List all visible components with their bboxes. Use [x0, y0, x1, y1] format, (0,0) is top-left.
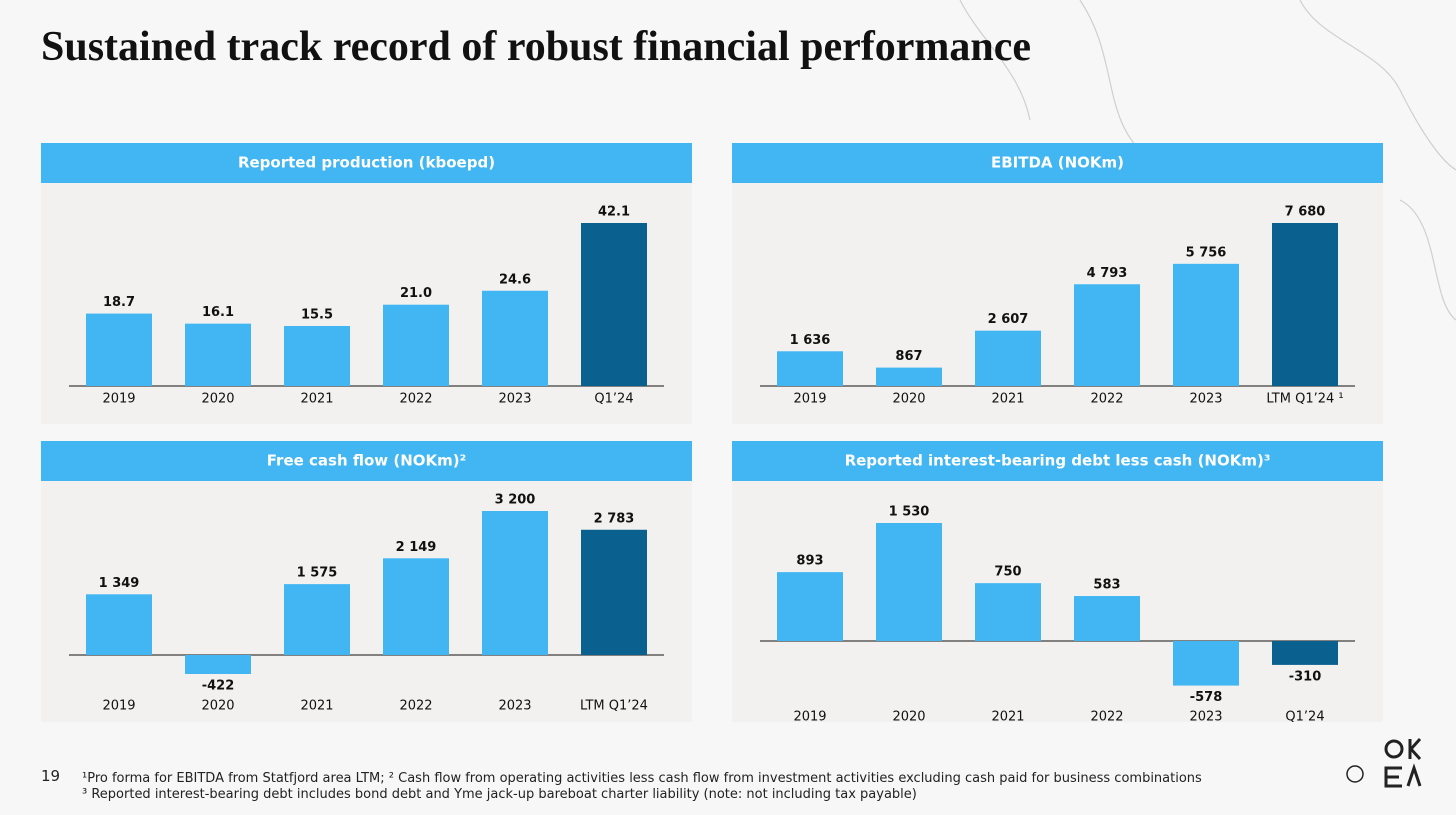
value-label: 867 [895, 349, 922, 364]
category-label: 2023 [498, 699, 531, 714]
panel-header [732, 441, 1383, 481]
value-label: 4 793 [1087, 266, 1128, 281]
footnote: ¹Pro forma for EBITDA from Statfjord are… [82, 771, 1202, 786]
page-number: 19 [41, 767, 60, 785]
bar [1173, 641, 1239, 686]
chart-title: Free cash flow (NOKm)² [267, 452, 466, 470]
category-label: 2023 [1189, 710, 1222, 725]
category-label: 2020 [892, 392, 925, 407]
bar [185, 655, 251, 674]
value-label: 1 530 [889, 505, 930, 520]
value-label: 15.5 [301, 307, 333, 322]
bar [482, 290, 548, 386]
bar [876, 367, 942, 386]
value-label: 1 575 [297, 566, 338, 581]
category-label: 2023 [1189, 392, 1222, 407]
value-label: -578 [1190, 690, 1223, 705]
value-label: 2 783 [594, 511, 635, 526]
value-label: 24.6 [499, 272, 531, 287]
category-label: Q1’24 [594, 392, 633, 407]
category-label: 2020 [892, 710, 925, 725]
bar [1272, 641, 1338, 665]
category-label: 2022 [1090, 710, 1123, 725]
value-label: 21.0 [400, 286, 432, 301]
category-label: 2020 [201, 699, 234, 714]
bar [284, 325, 350, 386]
category-label: 2021 [300, 699, 333, 714]
category-label: 2021 [991, 392, 1024, 407]
bar [1074, 284, 1140, 386]
bar [86, 313, 152, 386]
category-label: 2022 [399, 392, 432, 407]
bar [482, 511, 548, 655]
category-label: 2019 [102, 699, 135, 714]
slide-title: Sustained track record of robust financi… [41, 24, 1031, 70]
panel-header [41, 143, 692, 183]
bar [284, 584, 350, 655]
category-label: 2021 [991, 710, 1024, 725]
value-label: 750 [994, 565, 1021, 580]
chart-title: Reported production (kboepd) [238, 154, 495, 172]
value-label: 3 200 [495, 493, 536, 508]
value-label: 893 [796, 554, 823, 569]
category-label: Q1’24 [1285, 710, 1324, 725]
panel-header [732, 143, 1383, 183]
category-label: 2021 [300, 392, 333, 407]
value-label: 7 680 [1285, 205, 1326, 220]
bar [383, 558, 449, 655]
category-label: 2019 [793, 710, 826, 725]
panel-header [41, 441, 692, 481]
category-label: 2019 [102, 392, 135, 407]
bar [1074, 596, 1140, 641]
value-label: -310 [1289, 669, 1322, 684]
category-label: 2023 [498, 392, 531, 407]
chart-title: Reported interest-bearing debt less cash… [845, 452, 1271, 470]
bar [86, 594, 152, 655]
value-label: 5 756 [1186, 245, 1227, 260]
value-label: 1 349 [99, 576, 140, 591]
value-label: 583 [1093, 578, 1120, 593]
category-label: 2019 [793, 392, 826, 407]
chart-title: EBITDA (NOKm) [991, 154, 1124, 172]
value-label: -422 [202, 678, 235, 693]
value-label: 16.1 [202, 305, 234, 320]
value-label: 2 607 [988, 312, 1029, 327]
bar [876, 523, 942, 641]
value-label: 42.1 [598, 205, 630, 220]
bar [185, 323, 251, 386]
bar [777, 351, 843, 386]
bar [581, 529, 647, 655]
bar [581, 223, 647, 386]
bar [383, 304, 449, 386]
value-label: 18.7 [103, 295, 135, 310]
logo [1346, 737, 1422, 788]
category-label: LTM Q1’24 ¹ [1266, 392, 1343, 407]
footnote: ³ Reported interest-bearing debt include… [82, 787, 917, 802]
bar [975, 583, 1041, 641]
bar [777, 572, 843, 641]
bar [975, 330, 1041, 386]
category-label: 2022 [1090, 392, 1123, 407]
category-label: 2022 [399, 699, 432, 714]
value-label: 2 149 [396, 540, 437, 555]
category-label: LTM Q1’24 [580, 699, 648, 714]
bar [1173, 263, 1239, 386]
value-label: 1 636 [790, 333, 831, 348]
bar [1272, 223, 1338, 386]
category-label: 2020 [201, 392, 234, 407]
